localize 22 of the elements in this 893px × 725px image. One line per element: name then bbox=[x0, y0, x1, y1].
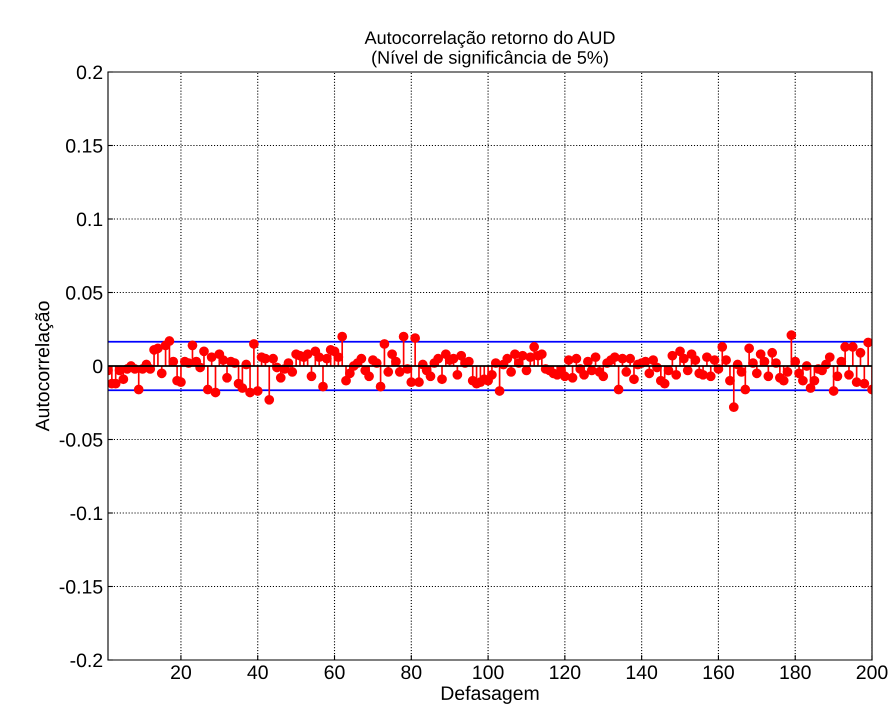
y-tick-label: -0.2 bbox=[70, 653, 102, 668]
chart-title: Autocorrelação retorno do AUD (Nível de significância de 5%) bbox=[364, 30, 615, 68]
y-tick-label: 0.15 bbox=[66, 138, 102, 153]
x-tick-label: 20 bbox=[171, 665, 191, 680]
y-tick-label: -0.1 bbox=[70, 506, 102, 520]
x-tick-label: 80 bbox=[401, 665, 422, 680]
x-tick-label: 200 bbox=[856, 665, 888, 680]
y-tick-label: 0.05 bbox=[66, 286, 102, 300]
x-axis-title: Defasagem bbox=[442, 686, 538, 704]
y-tick-label: 0.1 bbox=[76, 212, 102, 226]
x-tick-label: 100 bbox=[473, 665, 504, 680]
y-tick-label: -0.05 bbox=[60, 432, 102, 447]
x-tick-label: 60 bbox=[324, 665, 345, 680]
x-tick-label: 180 bbox=[780, 665, 811, 680]
x-tick-label: 120 bbox=[550, 665, 580, 680]
y-axis-title: Autocorrelação bbox=[35, 301, 54, 432]
y-tick-label: 0.2 bbox=[76, 65, 102, 80]
x-tick-label: 160 bbox=[704, 665, 734, 680]
x-tick-label: 40 bbox=[247, 665, 268, 680]
y-tick-label: 0 bbox=[93, 359, 102, 374]
x-tick-label: 140 bbox=[626, 665, 658, 680]
y-tick-label: -0.15 bbox=[60, 580, 102, 594]
